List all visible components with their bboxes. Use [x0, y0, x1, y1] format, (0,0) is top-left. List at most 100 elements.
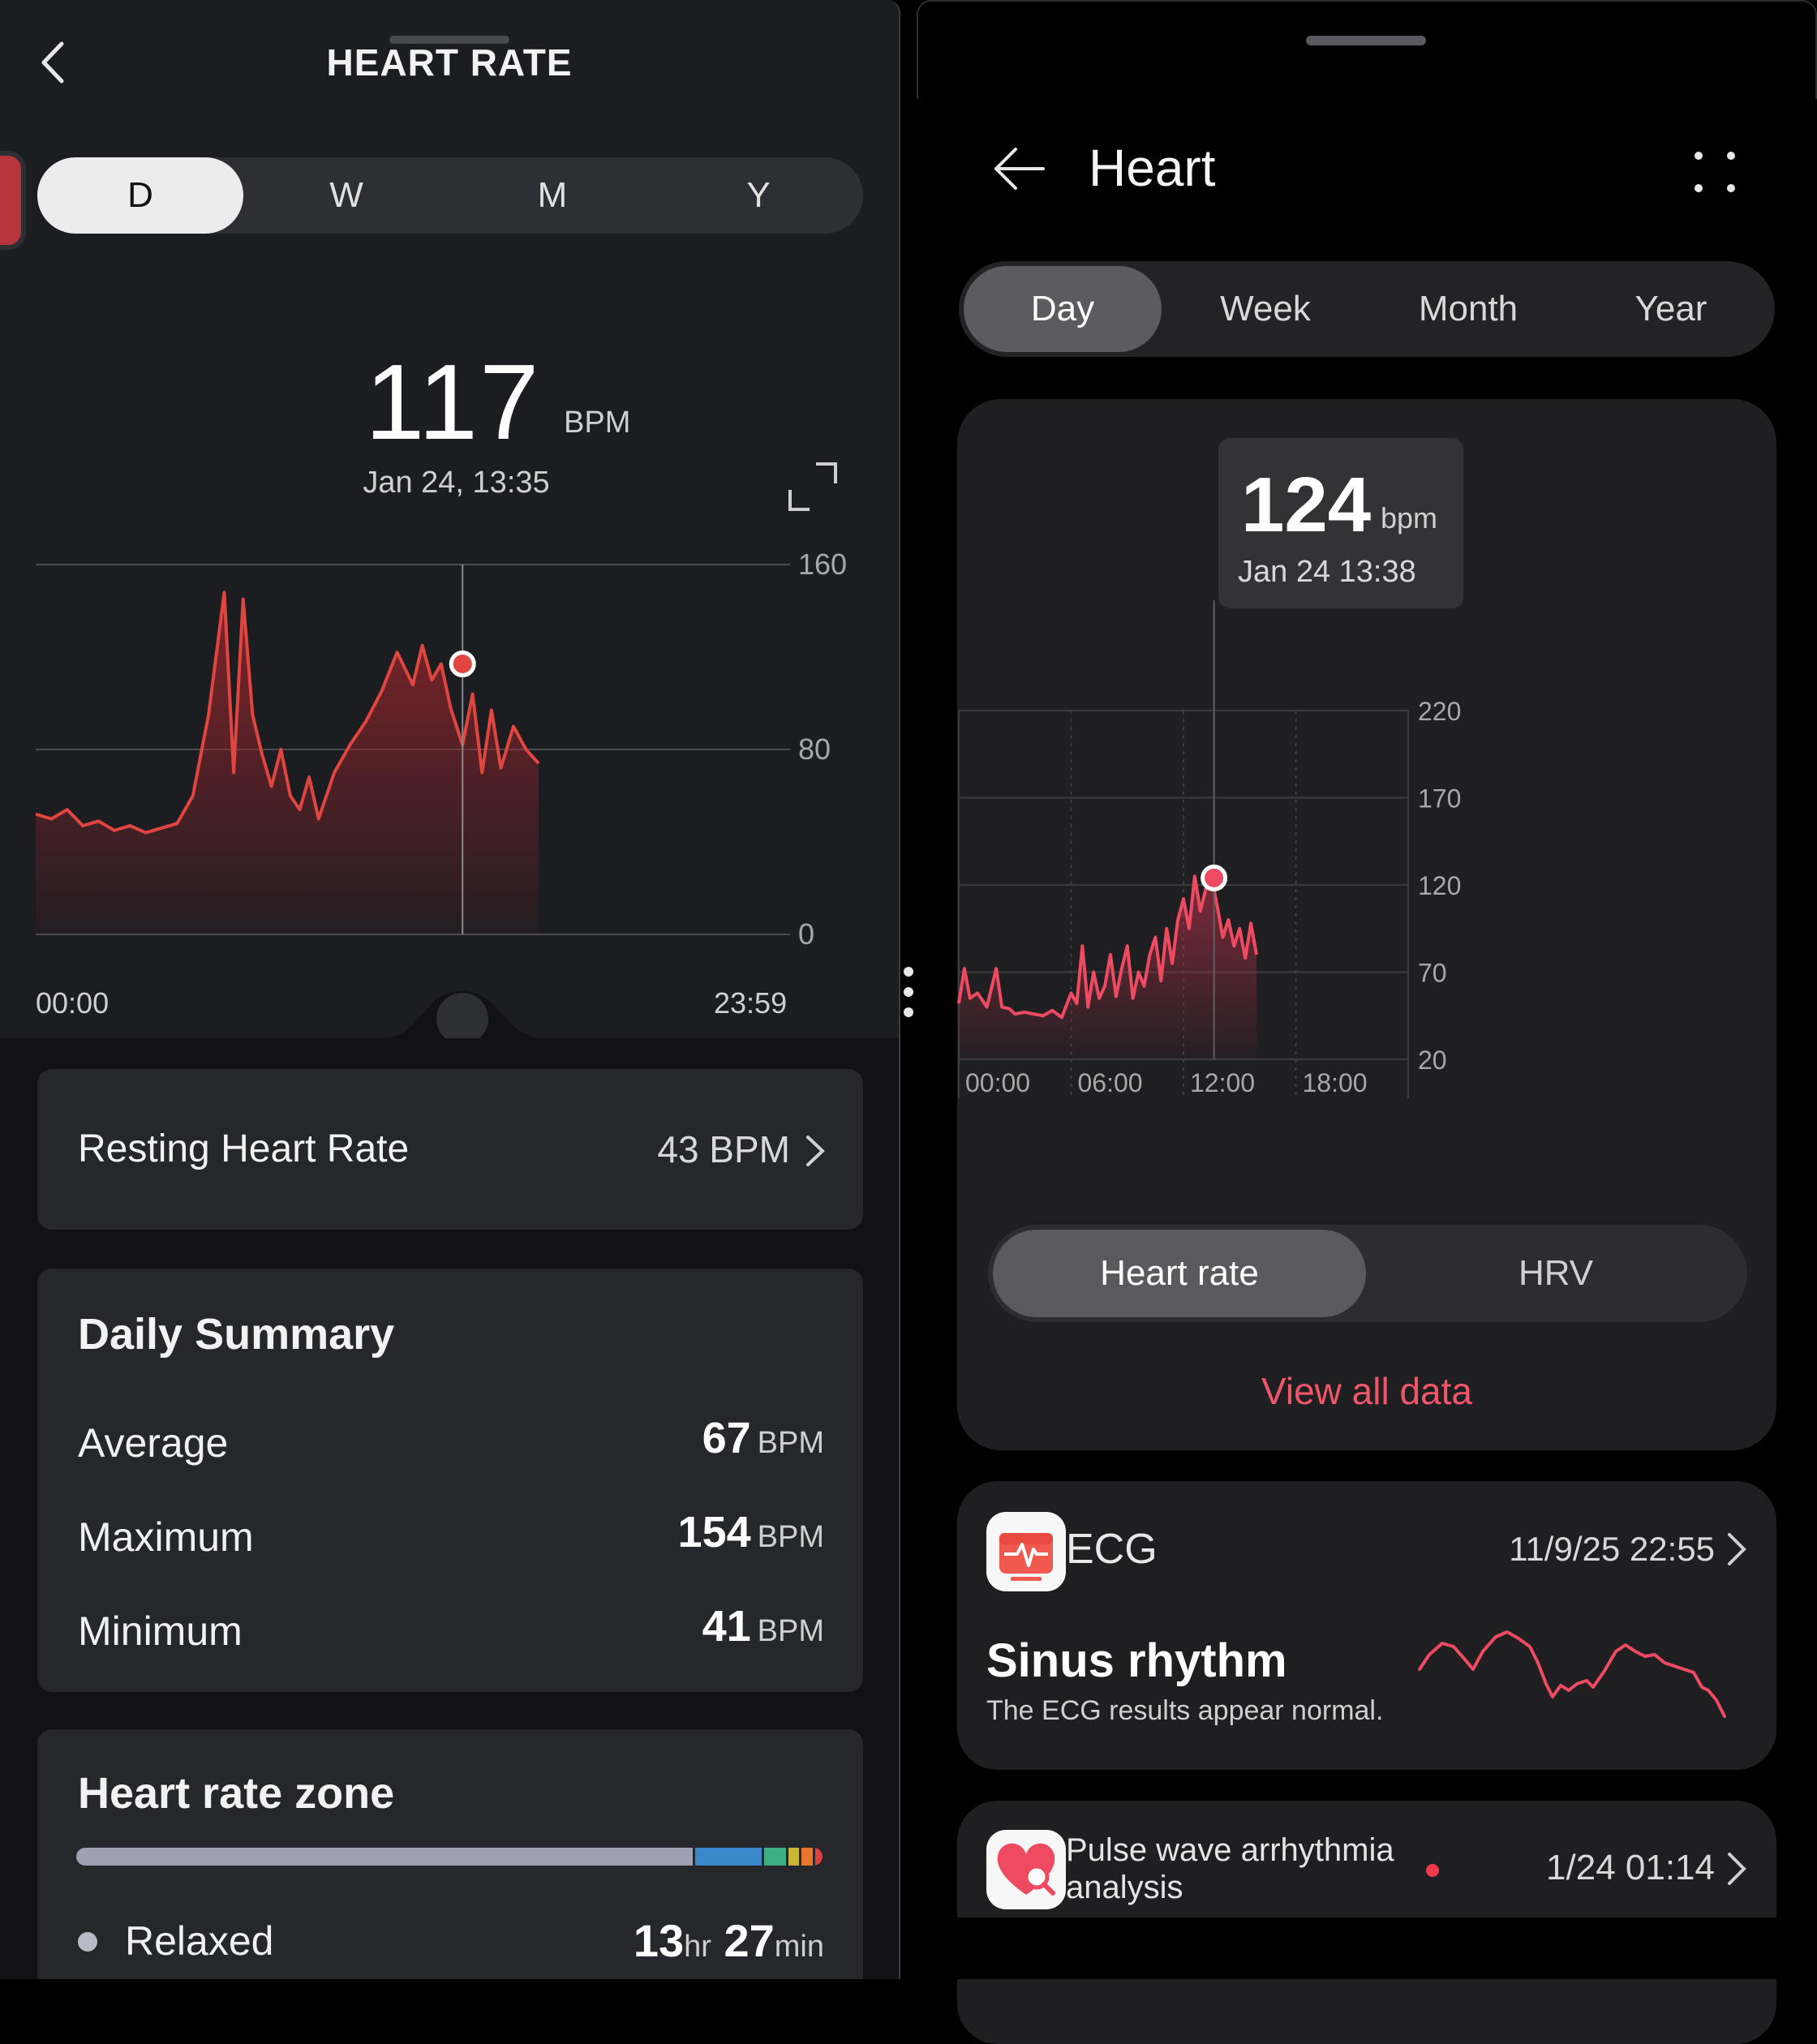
x-tick-label: 12:00: [1190, 1068, 1255, 1097]
heart-rate-panel: HEART RATE D W M Y 117 BPM Jan 24, 13:35…: [0, 0, 900, 1979]
chevron-right-icon: [806, 1136, 825, 1166]
reading-datetime: Jan 24, 13:35: [363, 466, 550, 500]
window-frame: [917, 0, 1817, 99]
heart-panel: Heart Day Week Month Year 220 170 120 70 20 0…: [917, 0, 1817, 2044]
pulse-wave-time: 1/24 01:14: [1546, 1848, 1715, 1887]
drag-handle[interactable]: [1306, 36, 1426, 45]
bottom-mask: [917, 1917, 1817, 1979]
page-title: HEART RATE: [326, 41, 573, 84]
tab-heart-rate[interactable]: Heart rate: [993, 1230, 1366, 1317]
x-start-label: 00:00: [36, 986, 110, 1020]
summary-row-minimum: Minimum 41 BPM: [78, 1601, 824, 1658]
summary-value: 67: [702, 1414, 751, 1462]
x-tick-label: 18:00: [1303, 1068, 1368, 1097]
ecg-app-icon: [986, 1512, 1066, 1591]
chevron-right-icon: [1728, 1533, 1746, 1565]
y-tick-label: 120: [1418, 871, 1461, 900]
ecg-title: ECG: [1066, 1526, 1158, 1573]
zone-segment: [801, 1848, 813, 1866]
y-tick-80: 80: [798, 732, 831, 766]
heart-rate-zone-card[interactable]: Heart rate zone Relaxed 13hr 27min: [37, 1729, 863, 1979]
zone-label: Relaxed: [125, 1918, 274, 1964]
more-options-icon[interactable]: [1692, 149, 1738, 195]
selected-point[interactable]: [449, 651, 476, 678]
y-tick-160: 160: [798, 552, 847, 581]
x-end-label: 23:59: [714, 986, 788, 1020]
zone-segment: [814, 1848, 823, 1866]
pulse-wave-app-icon: [986, 1830, 1066, 1909]
daily-summary-title: Daily Summary: [78, 1310, 395, 1359]
chart-grid: 220 170 120 70 20 00:00 06:00 12:00 18:00: [958, 697, 1461, 1098]
tooltip-value: 124: [1241, 462, 1372, 548]
view-all-data-link[interactable]: View all data: [1261, 1370, 1472, 1412]
ecg-waveform: [1418, 1630, 1726, 1718]
heart-rate-area: [959, 876, 1257, 1059]
tab-hrv[interactable]: HRV: [1518, 1253, 1594, 1293]
zone-minutes-unit: min: [774, 1930, 824, 1964]
ecg-description: The ECG results appear normal.: [986, 1695, 1384, 1726]
tab-day[interactable]: Day: [964, 266, 1162, 352]
selected-point[interactable]: [1201, 864, 1228, 891]
heart-rate-chart[interactable]: 220 170 120 70 20 00:00 06:00 12:00 18:00: [917, 600, 1817, 1200]
chevron-right-icon: [1728, 1853, 1746, 1885]
zone-distribution-bar: [76, 1848, 823, 1866]
split-handle-icon[interactable]: [902, 965, 915, 1019]
zone-segment: [76, 1848, 694, 1866]
period-selector: Day Week Month Year: [959, 261, 1775, 357]
value-tooltip: 124 bpm Jan 24 13:38: [1218, 438, 1463, 608]
summary-label: Maximum: [78, 1514, 254, 1560]
back-arrow-icon[interactable]: [991, 144, 1048, 193]
tab-year[interactable]: Y: [746, 175, 771, 215]
tooltip-unit: bpm: [1381, 501, 1438, 535]
back-arrow-icon[interactable]: [36, 39, 73, 86]
new-result-badge: [1426, 1864, 1439, 1877]
page-title: Heart: [1089, 139, 1216, 197]
summary-value: 154: [677, 1508, 751, 1557]
tab-week[interactable]: W: [329, 175, 363, 215]
summary-value: 41: [702, 1602, 751, 1651]
relaxed-dot-icon: [78, 1932, 97, 1952]
summary-label: Minimum: [78, 1608, 243, 1654]
ecg-time: 11/9/25 22:55: [1509, 1530, 1715, 1568]
heart-rate-area: [36, 592, 539, 934]
tab-week[interactable]: Week: [1220, 289, 1311, 328]
resting-heart-rate-card[interactable]: Resting Heart Rate 43 BPM: [37, 1069, 863, 1230]
edge-indicator: [0, 151, 26, 250]
expand-icon[interactable]: [787, 461, 839, 513]
x-tick-label: 06:00: [1078, 1068, 1143, 1097]
tab-month[interactable]: M: [537, 175, 568, 215]
summary-row-average: Average 67 BPM: [78, 1413, 824, 1470]
summary-unit: BPM: [757, 1520, 824, 1554]
summary-unit: BPM: [757, 1614, 824, 1648]
current-bpm-unit: BPM: [564, 406, 631, 440]
sheet-pull-tab[interactable]: [0, 988, 899, 1053]
zone-title: Heart rate zone: [78, 1769, 395, 1818]
y-tick-label: 20: [1418, 1046, 1447, 1075]
summary-row-maximum: Maximum 154 BPM: [78, 1507, 824, 1564]
zone-row-relaxed: Relaxed 13hr 27min: [78, 1909, 824, 1974]
resting-value: 43 BPM: [657, 1128, 790, 1170]
y-tick-0: 0: [798, 917, 814, 951]
tooltip-datetime: Jan 24 13:38: [1238, 555, 1416, 589]
summary-label: Average: [78, 1420, 229, 1466]
zone-hours-unit: hr: [684, 1930, 711, 1964]
drag-handle[interactable]: [389, 36, 509, 44]
summary-unit: BPM: [757, 1426, 824, 1460]
zone-minutes: 27: [724, 1915, 775, 1966]
metric-selector: Heart rate HRV: [988, 1225, 1747, 1322]
tab-month[interactable]: Month: [1418, 289, 1518, 328]
zone-segment: [763, 1848, 786, 1866]
zone-segment: [695, 1848, 762, 1866]
ecg-result: Sinus rhythm: [986, 1634, 1287, 1687]
resting-label: Resting Heart Rate: [78, 1127, 410, 1170]
ecg-card[interactable]: ECG 11/9/25 22:55 Sinus rhythm The ECG r…: [957, 1481, 1776, 1770]
x-tick-label: 00:00: [965, 1068, 1030, 1097]
y-tick-label: 170: [1418, 784, 1461, 814]
zone-segment: [788, 1848, 800, 1866]
heart-rate-chart[interactable]: 160 80 0: [36, 552, 879, 1006]
zone-hours: 13: [633, 1915, 685, 1966]
tab-year[interactable]: Year: [1634, 289, 1707, 328]
tab-day[interactable]: D: [37, 157, 243, 234]
current-bpm-value: 117: [365, 342, 541, 462]
y-tick-label: 70: [1418, 959, 1447, 988]
